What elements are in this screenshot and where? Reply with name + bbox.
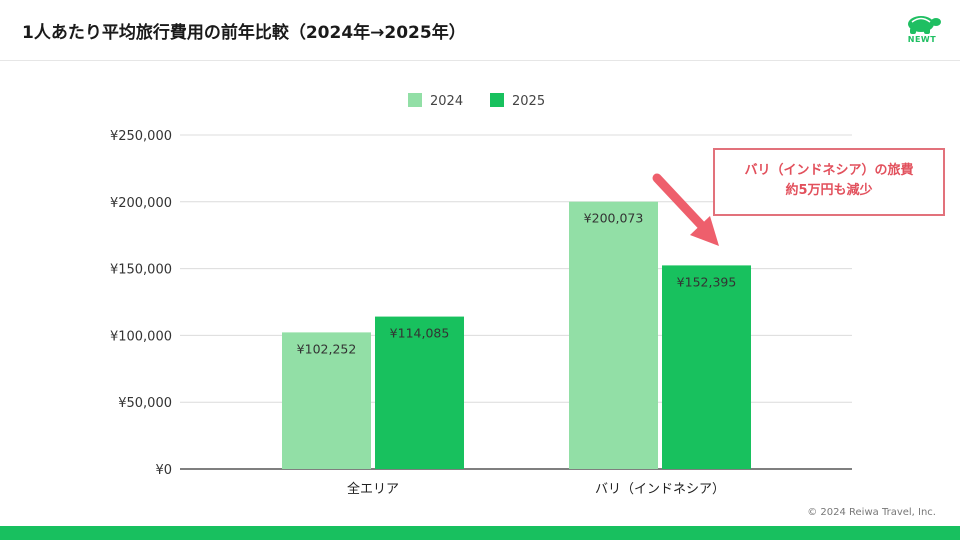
arrow-down-right-icon xyxy=(652,173,719,246)
footer-strip xyxy=(0,526,960,540)
turtle-icon xyxy=(908,16,941,34)
y-tick-label: ¥0 xyxy=(155,463,172,478)
data-label: ¥152,395 xyxy=(677,274,737,289)
legend-swatch xyxy=(490,93,504,107)
bar-chart: ¥0 ¥50,000 ¥100,000 ¥150,000 ¥200,000 ¥250,00… xyxy=(110,93,852,497)
y-tick-label: ¥50,000 xyxy=(118,396,172,411)
legend-label: 2025 xyxy=(512,94,545,109)
callout-line-1: バリ（インドネシア）の旅費 xyxy=(744,163,914,178)
bar xyxy=(662,265,751,469)
callout-box: バリ（インドネシア）の旅費 約5万円も減少 xyxy=(713,148,945,216)
page-title: 1人あたり平均旅行費用の前年比較（2024年→2025年） xyxy=(22,23,466,43)
newt-logo[interactable]: NEWT xyxy=(902,10,942,50)
bar xyxy=(375,316,464,469)
y-tick-label: ¥150,000 xyxy=(110,263,172,278)
logo-text: NEWT xyxy=(907,35,937,44)
callout-line-2: 約5万円も減少 xyxy=(785,183,873,198)
x-tick-label: 全エリア xyxy=(347,481,399,497)
bar xyxy=(282,332,371,469)
legend-swatch xyxy=(408,93,422,107)
data-label: ¥102,252 xyxy=(297,341,357,356)
data-label: ¥114,085 xyxy=(390,326,450,341)
header: 1人あたり平均旅行費用の前年比較（2024年→2025年） NEWT xyxy=(0,0,960,61)
y-tick-label: ¥250,000 xyxy=(110,129,172,144)
data-label: ¥200,073 xyxy=(584,211,644,226)
legend-label: 2024 xyxy=(430,94,463,109)
bar xyxy=(569,201,658,470)
y-tick-label: ¥100,000 xyxy=(110,329,172,344)
y-tick-label: ¥200,000 xyxy=(110,196,172,211)
x-tick-label: バリ（インドネシア） xyxy=(595,482,725,497)
copyright-text: © 2024 Reiwa Travel, Inc. xyxy=(807,507,936,518)
